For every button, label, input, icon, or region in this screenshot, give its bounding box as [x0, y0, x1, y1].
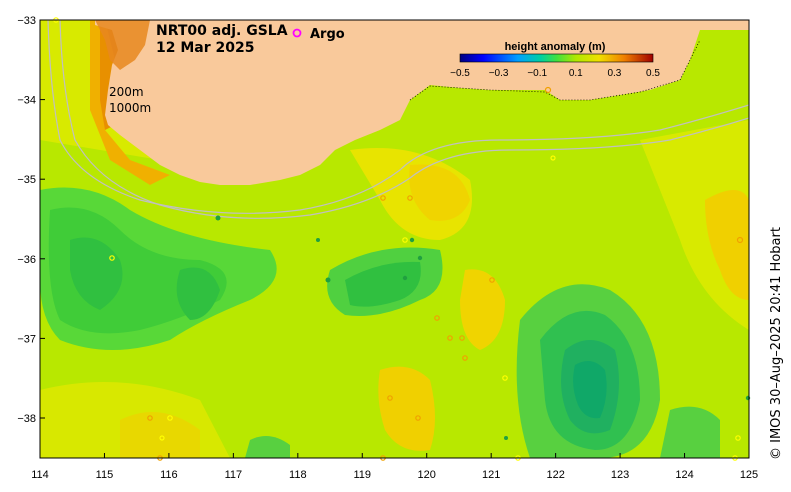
isobath-label-200m: 200m — [109, 85, 144, 99]
anomaly-field — [40, 20, 749, 458]
x-tick-label: 119 — [353, 469, 371, 481]
colorbar-title: height anomaly (m) — [505, 41, 606, 53]
argo-float-marker — [502, 375, 508, 381]
argo-float-marker — [402, 275, 408, 281]
y-tick-label: −37 — [17, 333, 36, 345]
argo-float-marker — [380, 195, 386, 201]
map-date: 12 Mar 2025 — [156, 40, 254, 56]
colorbar — [459, 53, 654, 63]
colorbar-tick-label: −0.3 — [489, 68, 509, 79]
argo-float-marker — [407, 195, 413, 201]
x-tick-label: 121 — [482, 469, 500, 481]
x-tick-label: 124 — [675, 469, 693, 481]
argo-float-marker — [415, 415, 421, 421]
argo-float-marker — [402, 237, 408, 243]
argo-float-marker — [325, 277, 331, 283]
argo-float-marker — [167, 415, 173, 421]
argo-float-marker — [409, 237, 415, 243]
argo-float-marker — [504, 436, 508, 440]
x-tick-label: 122 — [546, 469, 564, 481]
x-tick-label: 125 — [740, 469, 758, 481]
argo-float-marker — [215, 215, 221, 221]
colorbar-ticks: −0.5 −0.3 −0.1 0.1 0.3 0.5 — [450, 68, 660, 79]
y-tick-label: −38 — [17, 413, 36, 425]
y-tick-label: −34 — [17, 95, 36, 107]
isobath-200m — [40, 20, 749, 214]
colorbar-tick-label: 0.1 — [569, 68, 583, 79]
argo-float-marker — [459, 335, 465, 341]
y-tick-label: −35 — [17, 174, 36, 186]
isobath-1000m — [59, 20, 749, 219]
x-tick-label: 120 — [418, 469, 436, 481]
colorbar-tick-label: 0.5 — [646, 68, 660, 79]
y-tick-label: −36 — [17, 254, 36, 266]
x-tick-label: 115 — [96, 469, 114, 481]
argo-float-marker — [159, 435, 165, 441]
argo-float-marker — [735, 435, 741, 441]
argo-float-marker — [745, 395, 751, 401]
argo-float-marker — [109, 255, 115, 261]
colorbar-tick-label: 0.3 — [607, 68, 621, 79]
x-tick-label: 114 — [31, 469, 49, 481]
argo-float-marker — [447, 335, 453, 341]
argo-float-marker — [544, 86, 552, 94]
colorbar-tick-label: −0.5 — [450, 68, 470, 79]
argo-float-marker — [417, 255, 423, 261]
argo-float-marker — [489, 277, 495, 283]
x-tick-label: 118 — [289, 469, 307, 481]
map-title: NRT00 adj. GSLA — [156, 23, 288, 39]
x-axis: 114 115 116 117 118 119 120 121 122 123 124 125 — [31, 453, 758, 481]
x-tick-label: 116 — [160, 469, 178, 481]
credit-text: © IMOS 30–Aug–2025 20:41 Hobart — [769, 227, 784, 460]
x-tick-label: 117 — [225, 469, 243, 481]
argo-legend-label: Argo — [310, 27, 345, 42]
plot-frame — [39, 19, 750, 459]
y-axis: −33 −34 −35 −36 −37 −38 — [17, 15, 45, 425]
argo-floats — [53, 17, 751, 461]
argo-legend-icon — [292, 28, 302, 38]
argo-float-marker — [147, 415, 153, 421]
isobath-label-1000m: 1000m — [109, 101, 151, 115]
x-tick-label: 123 — [611, 469, 629, 481]
colorbar-tick-label: −0.1 — [527, 68, 547, 79]
argo-float-marker — [736, 236, 744, 244]
argo-float-marker — [434, 315, 440, 321]
argo-float-marker — [387, 395, 393, 401]
y-tick-label: −33 — [17, 15, 36, 27]
argo-float-marker — [462, 355, 468, 361]
argo-float-marker — [316, 238, 320, 242]
argo-float-marker — [550, 155, 556, 161]
